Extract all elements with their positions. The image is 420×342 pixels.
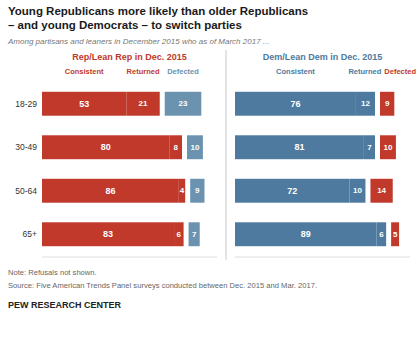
data-label: 7 bbox=[367, 143, 372, 152]
bar bbox=[189, 222, 200, 246]
data-label: 23 bbox=[179, 99, 188, 108]
data-label: 9 bbox=[385, 99, 390, 108]
bar bbox=[235, 135, 364, 159]
data-label: 10 bbox=[191, 143, 200, 152]
legend-entry: Consistent bbox=[276, 67, 315, 76]
data-label: 10 bbox=[353, 186, 362, 195]
bar bbox=[356, 92, 375, 116]
bar bbox=[126, 92, 159, 116]
bar bbox=[391, 222, 399, 246]
bar bbox=[42, 135, 169, 159]
data-label: 21 bbox=[139, 99, 148, 108]
data-label: 7 bbox=[192, 230, 197, 239]
data-label: 8 bbox=[173, 143, 178, 152]
bars bbox=[42, 92, 205, 246]
note: Note: Refusals not shown. bbox=[8, 268, 97, 277]
data-label: 53 bbox=[79, 99, 89, 109]
bar bbox=[370, 179, 392, 203]
legend-entry: Returned bbox=[127, 67, 160, 76]
panel-title: Rep/Lean Rep in Dec. 2015 bbox=[72, 52, 187, 62]
note: Source: Five American Trends Panel surve… bbox=[8, 281, 317, 290]
y-tick-label: 65+ bbox=[23, 229, 37, 239]
bar bbox=[42, 92, 126, 116]
bar bbox=[380, 135, 396, 159]
data-label: 5 bbox=[393, 230, 398, 239]
bar bbox=[190, 179, 204, 203]
bar bbox=[42, 179, 179, 203]
bar bbox=[174, 222, 184, 246]
data-label: 14 bbox=[377, 186, 386, 195]
bar bbox=[364, 135, 375, 159]
divider bbox=[226, 50, 227, 260]
bar bbox=[179, 179, 185, 203]
data-label: 6 bbox=[379, 230, 384, 239]
x-axis-line bbox=[235, 257, 410, 258]
bar bbox=[350, 179, 366, 203]
title-line: Young Republicans more likely than older… bbox=[8, 5, 308, 17]
data-label: 10 bbox=[384, 143, 393, 152]
x-axis-line bbox=[42, 257, 217, 258]
bar bbox=[165, 92, 202, 116]
data-label: 76 bbox=[290, 99, 300, 109]
data-labels: 53 21 23 80 8 10 86 4 9 83 6 7 bbox=[79, 99, 200, 240]
data-label: 89 bbox=[301, 229, 311, 239]
data-labels: 76 12 9 81 7 10 72 10 14 89 65 bbox=[287, 99, 398, 240]
bar bbox=[235, 222, 377, 246]
title-line: – and young Democrats – to switch partie… bbox=[8, 19, 242, 31]
data-label: 6 bbox=[177, 230, 182, 239]
bars bbox=[235, 92, 399, 246]
data-label: 80 bbox=[101, 142, 111, 152]
bar bbox=[187, 135, 203, 159]
bar bbox=[235, 179, 350, 203]
legend-entry: Consistent bbox=[65, 67, 104, 76]
title: Young Republicans more likely than older… bbox=[8, 5, 308, 31]
data-label: 12 bbox=[361, 99, 370, 108]
y-tick-label: 30-49 bbox=[15, 142, 37, 152]
data-label: 86 bbox=[105, 186, 115, 196]
bar bbox=[42, 222, 174, 246]
chart-root: Young Republicans more likely than older… bbox=[0, 0, 420, 342]
panel-title: Dem/Lean Dem in Dec. 2015 bbox=[263, 52, 383, 62]
data-label: 81 bbox=[294, 142, 304, 152]
data-label: 83 bbox=[103, 229, 113, 239]
bar bbox=[380, 92, 394, 116]
subtitle: Among partisans and leaners in December … bbox=[7, 37, 269, 46]
footer: PEW RESEARCH CENTER bbox=[8, 300, 122, 310]
legend-entry: Defected bbox=[167, 67, 199, 76]
data-label: 72 bbox=[287, 186, 297, 196]
y-tick-label: 18-29 bbox=[15, 99, 37, 109]
bar bbox=[169, 135, 182, 159]
y-tick-label: 50-64 bbox=[15, 186, 37, 196]
data-label: 9 bbox=[195, 186, 200, 195]
data-label: 4 bbox=[180, 186, 185, 195]
bar bbox=[377, 222, 387, 246]
bar bbox=[235, 92, 356, 116]
legend-entry: Defected bbox=[384, 67, 416, 76]
legend-entry: Returned bbox=[348, 67, 381, 76]
